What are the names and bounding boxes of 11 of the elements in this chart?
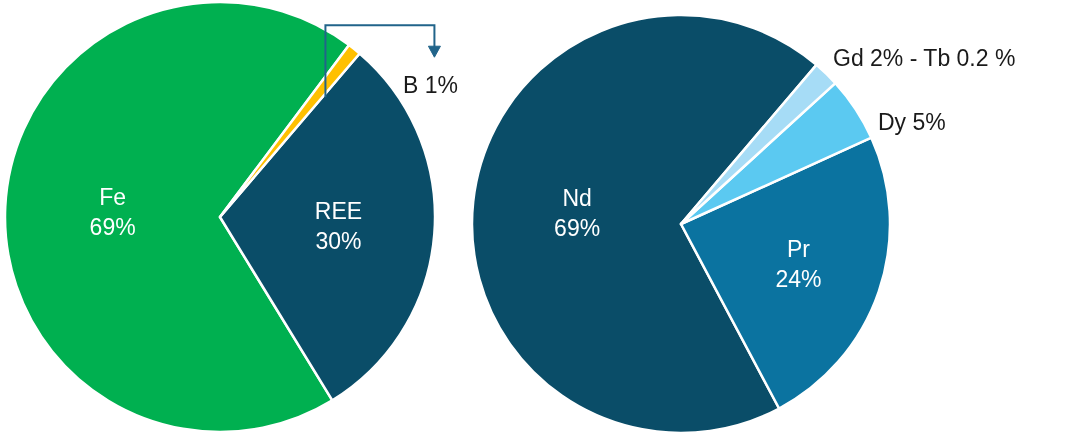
slice-label: Dy 5%	[878, 109, 946, 135]
data-label: 24%	[775, 265, 822, 292]
data-label: 30%	[315, 228, 362, 255]
data-label: 69%	[554, 214, 601, 241]
data-label: 69%	[89, 213, 136, 240]
slice-label: Nd	[562, 184, 592, 211]
slice-label: REE	[314, 198, 363, 225]
slice-label: Gd 2% - Tb 0.2 %	[833, 45, 1016, 71]
slice-label: Fe	[99, 183, 127, 210]
slice-label: B 1%	[403, 72, 458, 98]
slice-label: Pr	[786, 236, 811, 263]
